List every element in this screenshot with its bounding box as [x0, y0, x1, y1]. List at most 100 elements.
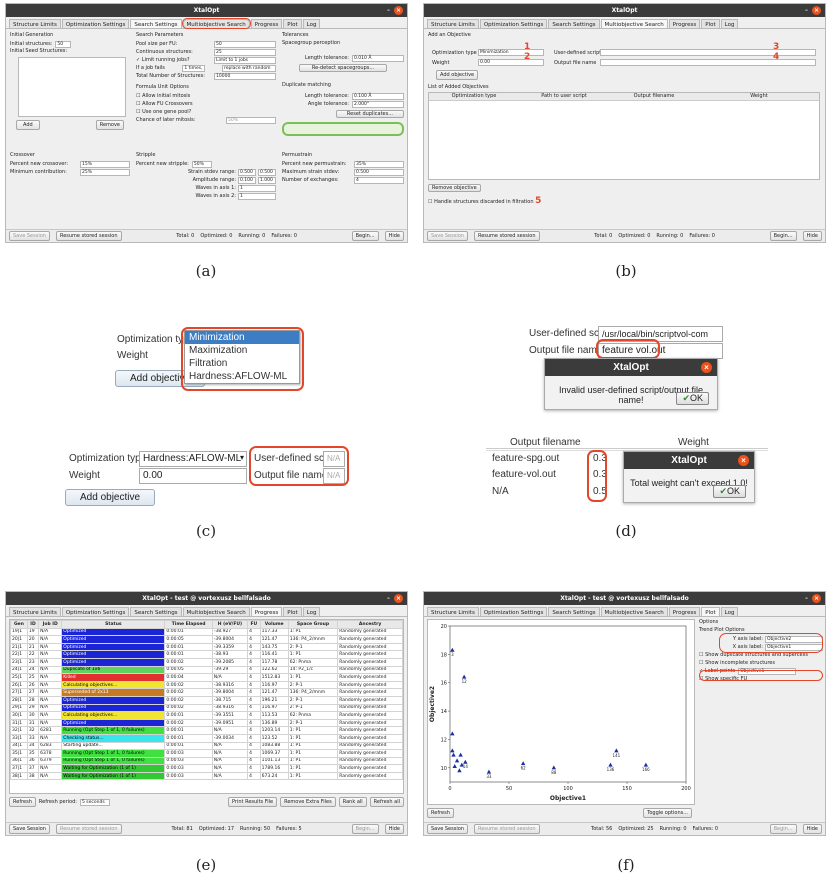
hide-button[interactable]: Hide — [802, 231, 823, 241]
refresh-all-button[interactable]: Refresh all — [369, 797, 404, 807]
table-row[interactable]: 25|1 25 N/A Killed 0:00:04 N/A 4 1512.83 1: P1 Ra… — [10, 673, 403, 682]
tab-structure-limits[interactable]: Structure Limits — [427, 607, 479, 616]
table-row[interactable]: 34|1 34 6283 Starting update... 0:00:01 N/A 4 1… — [10, 741, 403, 751]
resume-session-button[interactable]: Resume stored session — [55, 231, 122, 241]
allow-fu-crossovers-checkbox[interactable]: ☐ Allow FU Crossovers — [136, 101, 193, 107]
table-row[interactable]: 21|1 21 N/A Optimized 0:00:01 -39.3359 4 143.75… — [10, 642, 403, 652]
progress-table[interactable]: Gen ID Job ID Status Time Elapsed H (eV/FU) FU… — [10, 620, 403, 781]
add-seed-button[interactable]: Add — [16, 120, 40, 130]
table-row[interactable]: 38|1 38 N/A Waiting for Optimization (1 of … — [10, 771, 403, 781]
progress-col-header[interactable]: Job ID — [38, 620, 63, 629]
table-row[interactable]: 20|1 20 N/A Optimized 0:00:05 -39.8004 4 121.47… — [10, 635, 403, 644]
print-results-button[interactable]: Print Results File — [227, 797, 278, 807]
tab-plot[interactable]: Plot — [283, 607, 302, 616]
waves-y-spin[interactable]: 1 — [238, 192, 276, 200]
allow-initial-mitosis-checkbox[interactable]: ☐ Allow initial mitosis — [136, 93, 191, 99]
num-exchanges-spin[interactable]: 4 — [354, 176, 404, 184]
progress-col-header[interactable]: Time Elapsed — [164, 620, 213, 629]
initial-structures-input[interactable]: 50 — [55, 40, 72, 48]
length-tolerance2-spin[interactable]: 0.100 Å — [352, 92, 404, 100]
ok-button[interactable]: ✔OK — [676, 392, 709, 405]
remove-objective-button[interactable]: Remove objective — [428, 184, 481, 192]
opt-type-select[interactable]: Minimization — [478, 49, 544, 56]
opt-type-select[interactable]: Hardness:AFLOW-ML — [139, 451, 247, 467]
fail-times-spin[interactable]: 1 times, — [182, 64, 205, 72]
total-num-spin[interactable]: 10000 — [214, 72, 276, 80]
table-row[interactable]: 26|1 26 N/A Calculating objectives... 0:00:0… — [10, 680, 403, 690]
pool-size-spin[interactable]: 50 — [214, 40, 276, 48]
table-row[interactable]: 36|1 36 6379 Running (Opt Step 1 of 1, 0 fa… — [10, 756, 403, 766]
table-row[interactable]: 28|1 28 N/A Optimized 0:00:02 -38.715 4 196.21 2… — [10, 695, 403, 705]
col-path[interactable]: Path to user script — [541, 93, 587, 99]
tab-search-settings[interactable]: Search Settings — [130, 607, 182, 616]
tab-progress[interactable]: Progress — [250, 19, 283, 28]
progress-col-header[interactable]: ID — [26, 620, 40, 629]
col-opt-type[interactable]: Optimization type — [451, 93, 497, 99]
show-duplicates-checkbox[interactable]: ☐ Show duplicate structures and supercel… — [699, 652, 808, 658]
table-row[interactable]: 27|1 27 N/A Superseded of 2x13 0:00:02 -39.80… — [10, 688, 403, 697]
option-maximization[interactable]: Maximization — [189, 345, 248, 356]
col-weight[interactable]: Weight — [678, 437, 709, 448]
table-row[interactable]: 29|1 29 N/A Optimized 0:00:02 -38.9316 4 116.97… — [10, 703, 403, 713]
tab-progress[interactable]: Progress — [250, 607, 283, 616]
remove-extra-files-button[interactable]: Remove Extra Files — [280, 797, 336, 807]
tab-optimization-settings[interactable]: Optimization Settings — [61, 607, 130, 616]
option-hardness[interactable]: Hardness:AFLOW-ML — [189, 371, 288, 382]
tab-log[interactable]: Log — [302, 607, 321, 616]
col-weight[interactable]: Weight — [750, 93, 768, 99]
hide-button[interactable]: Hide — [384, 824, 405, 834]
reset-duplicates-button[interactable]: Reset duplicates... — [335, 110, 404, 118]
resume-session-button[interactable]: Resume stored session — [473, 231, 540, 241]
tab-search-settings[interactable]: Search Settings — [548, 607, 600, 616]
close-icon[interactable]: × — [701, 362, 712, 373]
progress-col-header[interactable]: Gen — [10, 620, 28, 629]
tab-multiobjective-search[interactable]: Multiobjective Search — [182, 607, 250, 616]
table-row[interactable]: 35|1 35 6378 Running (Opt Step 1 of 1, 0 fa… — [10, 749, 403, 758]
progress-table-wrap[interactable]: Gen ID Job ID Status Time Elapsed H (eV/FU) FU… — [9, 619, 404, 794]
tab-plot[interactable]: Plot — [701, 607, 720, 616]
progress-col-header[interactable]: H (eV/FU) — [211, 620, 249, 629]
tab-progress[interactable]: Progress — [668, 19, 701, 28]
redetect-spacegroups-button[interactable]: Re-detect spacegroups... — [298, 64, 388, 72]
progress-col-header[interactable]: Status — [61, 620, 166, 629]
weight-spin[interactable]: 0.00 — [139, 468, 247, 484]
begin-button[interactable]: Begin... — [351, 231, 379, 241]
tab-plot[interactable]: Plot — [701, 19, 720, 28]
limit-running-checkbox[interactable]: ✓ Limit running jobs? — [136, 57, 190, 63]
minimize-icon[interactable]: – — [387, 595, 390, 602]
resume-session-button[interactable]: Resume stored session — [473, 824, 540, 834]
table-row[interactable]: 30|1 30 N/A Calculating objectives... 0:00:0… — [10, 711, 403, 720]
weight-spin[interactable]: 0.00 — [478, 59, 544, 66]
tab-structure-limits[interactable]: Structure Limits — [427, 19, 479, 28]
ok-button[interactable]: ✔OK — [713, 485, 746, 498]
tab-multiobjective-search[interactable]: Multiobjective Search — [600, 19, 668, 28]
angle-tolerance-spin[interactable]: 2.000° — [352, 100, 404, 108]
tab-structure-limits[interactable]: Structure Limits — [9, 19, 61, 28]
hide-button[interactable]: Hide — [802, 824, 822, 834]
table-row[interactable]: 19|1 19 N/A Optimized 0:00:01 -38.927 4 117.33 1… — [10, 627, 403, 637]
table-row[interactable]: 31|1 31 N/A Optimized 0:00:02 -39.0951 4 136.89… — [10, 718, 403, 728]
percent-crossover-spin[interactable]: 15% — [80, 160, 130, 168]
col-output[interactable]: Output filename — [633, 93, 675, 99]
add-objective-button[interactable]: Add objective — [436, 70, 479, 80]
col-output-filename[interactable]: Output filename — [510, 437, 581, 448]
save-session-button[interactable]: Save Session — [427, 824, 468, 834]
tab-multiobjective-search[interactable]: Multiobjective Search — [181, 18, 251, 29]
progress-col-header[interactable]: Volume — [259, 620, 289, 629]
output-file-input[interactable] — [600, 59, 816, 66]
continuous-spin[interactable]: 25 — [214, 48, 276, 56]
seed-list[interactable] — [18, 57, 126, 117]
minimize-icon[interactable]: – — [387, 7, 390, 14]
fail-action-select[interactable]: replace with random — [222, 64, 276, 72]
tab-log[interactable]: Log — [720, 607, 739, 616]
table-row[interactable]: 22|1 22 N/A Optimized 0:00:01 -38.93 4 116.41 1:… — [10, 650, 403, 659]
save-session-button[interactable]: Save Session — [427, 231, 468, 241]
progress-col-header[interactable]: Space Group — [287, 620, 339, 629]
begin-button[interactable]: Begin... — [769, 824, 797, 834]
close-icon[interactable]: × — [738, 455, 749, 466]
length-tolerance-spin[interactable]: 0.010 Å — [352, 54, 404, 62]
hide-button[interactable]: Hide — [384, 231, 405, 241]
begin-button[interactable]: Begin... — [769, 231, 797, 241]
close-icon[interactable]: × — [394, 6, 403, 15]
user-script-input[interactable]: N/A — [323, 451, 345, 467]
